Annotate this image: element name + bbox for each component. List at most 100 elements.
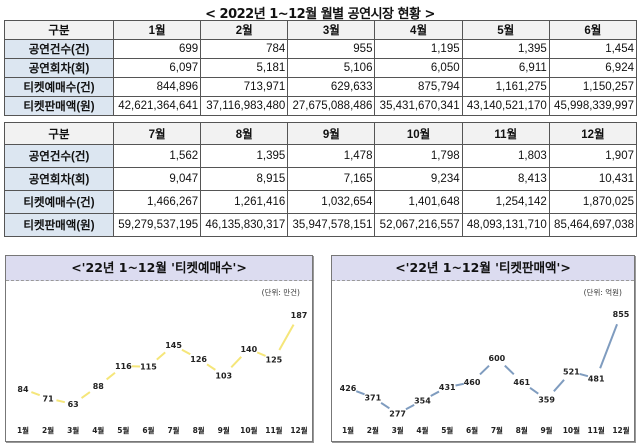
stats-table-jan-jun: 구분 1월 2월 3월 4월 5월 6월 공연건수(건) 699 784 955 1,195 1,395… bbox=[4, 20, 638, 116]
table-row: 공연회차(회) 6,097 5,181 5,106 6,050 6,911 6,924 bbox=[4, 58, 638, 78]
x-tick-label: 6월 bbox=[142, 425, 154, 435]
header-cell: 3월 bbox=[287, 20, 376, 40]
header-row: 구분 7월 8월 9월 10월 11월 12월 bbox=[4, 122, 638, 145]
data-label: 277 bbox=[389, 410, 406, 419]
data-label: 63 bbox=[68, 400, 79, 409]
value-cell: 48,093,131,710 bbox=[461, 213, 550, 237]
value-cell: 35,431,670,341 bbox=[374, 96, 463, 116]
value-cell: 10,431 bbox=[548, 167, 638, 191]
header-cell: 7월 bbox=[112, 122, 202, 145]
chart-title: <'22년 1~12월 '티켓예매수'> bbox=[6, 256, 312, 281]
line-segment bbox=[230, 356, 242, 369]
value-cell: 46,135,830,317 bbox=[200, 213, 289, 237]
header-cell: 10월 bbox=[374, 122, 463, 145]
value-cell: 1,562 bbox=[112, 144, 202, 168]
value-cell: 42,621,364,641 bbox=[112, 96, 202, 116]
data-label: 125 bbox=[266, 356, 283, 365]
line-segment bbox=[405, 403, 415, 411]
header-cell: 4월 bbox=[374, 20, 463, 40]
value-cell: 713,971 bbox=[200, 77, 289, 97]
chart-svg: 84 1월 71 2월 63 3월 88 4월 116 5월 115 6월 145 7월 126 8월 103 9… bbox=[17, 311, 308, 435]
value-cell: 1,261,416 bbox=[200, 190, 289, 214]
value-cell: 8,915 bbox=[200, 167, 289, 191]
value-cell: 45,998,339,997 bbox=[548, 96, 638, 116]
table-row: 티켓판매액(원) 42,621,364,641 37,116,983,480 27,6… bbox=[4, 96, 638, 116]
data-label: 359 bbox=[538, 396, 555, 405]
x-tick-label: 6월 bbox=[466, 425, 478, 435]
value-cell: 1,161,275 bbox=[461, 77, 550, 97]
x-tick-label: 5월 bbox=[117, 425, 129, 435]
line-segment bbox=[80, 391, 91, 399]
value-cell: 52,067,216,557 bbox=[374, 213, 463, 237]
data-label: 855 bbox=[613, 310, 630, 319]
data-label: 460 bbox=[464, 378, 481, 387]
x-tick-label: 9월 bbox=[218, 425, 230, 435]
x-tick-label: 2월 bbox=[367, 425, 379, 435]
line-segment bbox=[56, 399, 66, 404]
line-segment bbox=[31, 391, 41, 397]
data-label: 371 bbox=[364, 393, 381, 402]
line-segment bbox=[355, 390, 365, 396]
value-cell: 27,675,088,486 bbox=[287, 96, 376, 116]
chart-unit: (단위: 만건) bbox=[261, 288, 300, 297]
data-label: 521 bbox=[563, 368, 580, 377]
header-cell: 6월 bbox=[548, 20, 638, 40]
table-row: 공연회차(회) 9,047 8,915 7,165 9,234 8,413 10,431 bbox=[4, 167, 638, 191]
header-cell: 2월 bbox=[200, 20, 289, 40]
data-label: 431 bbox=[439, 383, 456, 392]
data-label: 126 bbox=[190, 355, 207, 364]
line-segment bbox=[256, 351, 266, 357]
value-cell: 1,907 bbox=[548, 144, 638, 168]
data-label: 140 bbox=[240, 345, 257, 354]
line-segment bbox=[553, 379, 565, 392]
value-cell: 1,798 bbox=[374, 144, 463, 168]
row-label: 공연회차(회) bbox=[4, 58, 114, 78]
table-row: 공연건수(건) 699 784 955 1,195 1,395 1,454 bbox=[4, 39, 638, 59]
line-segment bbox=[181, 348, 191, 356]
header-cell: 1월 bbox=[112, 20, 202, 40]
value-cell: 1,454 bbox=[548, 39, 638, 59]
x-tick-label: 5월 bbox=[441, 425, 453, 435]
x-tick-label: 7월 bbox=[491, 425, 503, 435]
header-cell: 8월 bbox=[200, 122, 289, 145]
x-tick-label: 12월 bbox=[612, 425, 629, 435]
value-cell: 7,165 bbox=[287, 167, 376, 191]
value-cell: 6,924 bbox=[548, 58, 638, 78]
ticket-bookings-chart: <'22년 1~12월 '티켓예매수'> (단위: 만건) 84 1월 71 2월 63… bbox=[5, 255, 313, 442]
header-cell: 구분 bbox=[4, 122, 114, 145]
data-label: 426 bbox=[340, 384, 357, 393]
value-cell: 5,106 bbox=[287, 58, 376, 78]
page-title: < 2022년 1~12월 월별 공연시장 현황 > bbox=[205, 7, 435, 22]
value-cell: 1,150,257 bbox=[548, 77, 638, 97]
line-segment bbox=[599, 323, 618, 369]
x-tick-label: 11월 bbox=[588, 425, 605, 435]
header-cell: 5월 bbox=[461, 20, 550, 40]
line-segment bbox=[479, 364, 490, 376]
data-label: 187 bbox=[291, 311, 308, 320]
x-tick-label: 9월 bbox=[540, 425, 552, 435]
value-cell: 9,047 bbox=[112, 167, 202, 191]
value-cell: 844,896 bbox=[112, 77, 202, 97]
x-tick-label: 2월 bbox=[42, 425, 54, 435]
chart-unit: (단위: 억원) bbox=[583, 288, 622, 297]
row-label: 공연건수(건) bbox=[4, 144, 114, 168]
value-cell: 5,181 bbox=[200, 58, 289, 78]
line-segment bbox=[380, 402, 390, 410]
x-tick-label: 8월 bbox=[516, 425, 528, 435]
data-label: 88 bbox=[93, 382, 105, 391]
value-cell: 1,395 bbox=[200, 144, 289, 168]
x-tick-label: 3월 bbox=[67, 425, 79, 435]
row-label: 공연회차(회) bbox=[4, 167, 114, 191]
row-label: 티켓판매액(원) bbox=[4, 96, 114, 116]
value-cell: 955 bbox=[287, 39, 376, 59]
data-label: 354 bbox=[414, 396, 431, 405]
x-tick-label: 1월 bbox=[342, 425, 354, 435]
row-label: 티켓예매수(건) bbox=[4, 190, 114, 214]
header-row: 구분 1월 2월 3월 4월 5월 6월 bbox=[4, 20, 638, 40]
chart-svg: 426 1월 371 2월 277 3월 354 4월 431 5월 460 6월 600 7월 461 8월… bbox=[340, 310, 630, 435]
value-cell: 699 bbox=[112, 39, 202, 59]
table-row: 티켓예매수(건) 844,896 713,971 629,633 875,794 1,16… bbox=[4, 77, 638, 97]
value-cell: 37,116,983,480 bbox=[200, 96, 289, 116]
data-label: 115 bbox=[140, 363, 157, 372]
value-cell: 1,478 bbox=[287, 144, 376, 168]
